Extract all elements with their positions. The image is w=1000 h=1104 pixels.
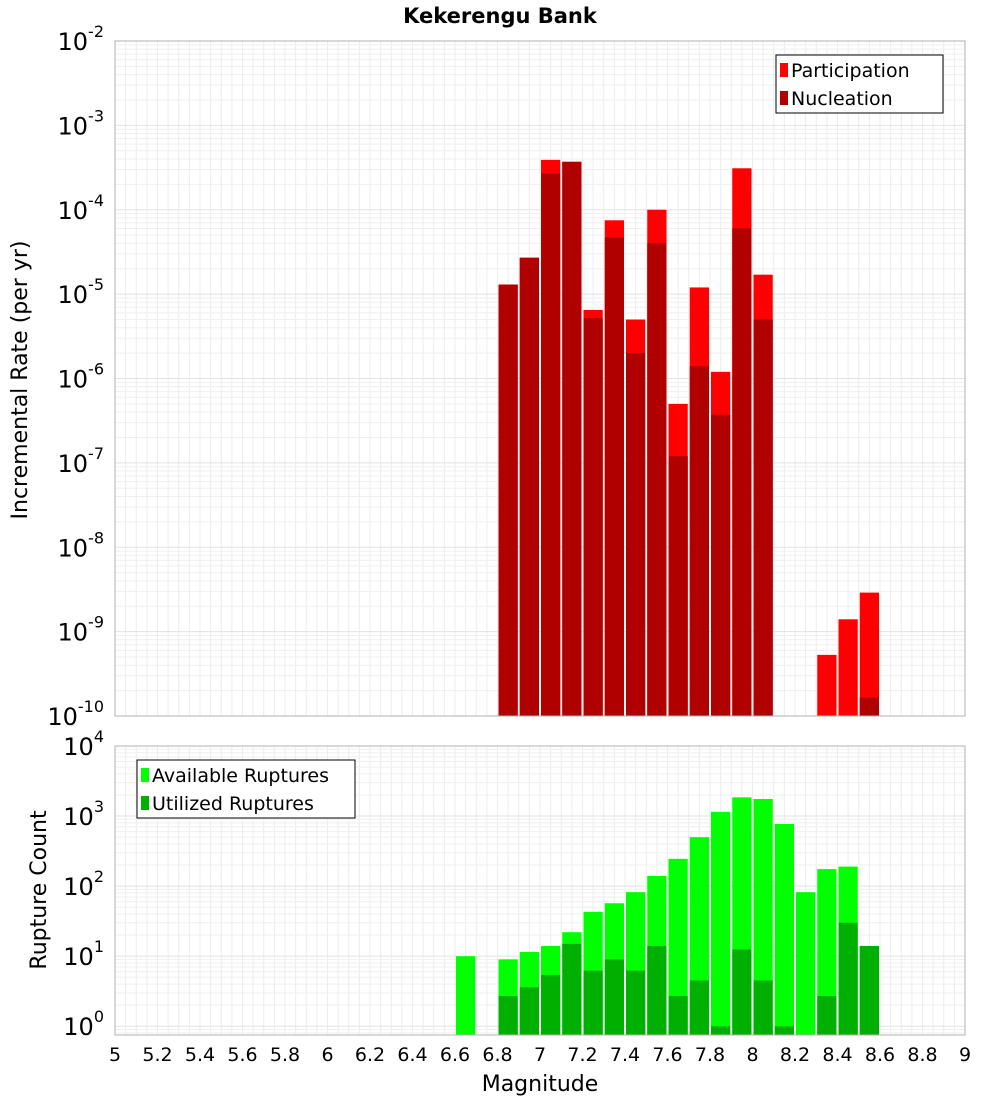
y-tick-label: 10-4 xyxy=(58,191,105,225)
rate-panel: 10-10 10-9 10-8 10-7 10-6 10-5 10-4 10-3 10-2 Par… xyxy=(47,22,966,731)
legend-swatch xyxy=(780,63,788,77)
x-tick-label: 7 xyxy=(534,1044,546,1066)
count-bar-primary xyxy=(796,892,816,1035)
x-tick-label: 8 xyxy=(746,1044,758,1066)
y-tick-label: 10-3 xyxy=(58,106,105,140)
count-bar-secondary xyxy=(838,922,858,1035)
count-panel: 100 101 102 103 104 Available Ruptures Utilize… xyxy=(63,727,971,1066)
x-tick-label: 8.6 xyxy=(865,1044,895,1066)
rate-bar-secondary xyxy=(562,161,582,716)
y-tick-label: 10-9 xyxy=(58,613,105,647)
x-tick-label: 7.6 xyxy=(652,1044,682,1066)
legend-label: Participation xyxy=(791,60,910,82)
rate-bar-secondary xyxy=(689,366,709,716)
count-bar-secondary xyxy=(583,970,603,1035)
count-bar-primary xyxy=(817,869,837,1035)
rate-bar-secondary xyxy=(647,243,667,717)
x-tick-label: 5.4 xyxy=(185,1044,215,1066)
count-bar-secondary xyxy=(541,974,561,1035)
y-tick-label: 103 xyxy=(63,797,104,831)
count-bar-primary xyxy=(456,956,476,1035)
legend-swatch xyxy=(141,768,149,782)
y-tick-label: 104 xyxy=(63,727,104,761)
x-tick-label: 7.8 xyxy=(695,1044,725,1066)
y-tick-label: 10-8 xyxy=(58,528,105,562)
legend-label: Utilized Ruptures xyxy=(152,793,314,815)
count-bar-primary xyxy=(753,799,773,1035)
rate-bar-secondary xyxy=(753,319,773,716)
y-tick-label: 10-7 xyxy=(58,444,105,478)
rate-bar-primary xyxy=(817,654,837,716)
legend-swatch xyxy=(141,796,149,810)
rate-bar-secondary xyxy=(711,414,731,716)
legend-box xyxy=(136,759,356,819)
x-tick-label: 5 xyxy=(109,1044,121,1066)
x-tick-label: 5.2 xyxy=(142,1044,172,1066)
rate-bar-secondary xyxy=(626,353,646,716)
rate-bar-secondary xyxy=(498,284,518,716)
legend-label: Available Ruptures xyxy=(152,765,329,787)
y-tick-label: 101 xyxy=(63,937,104,971)
y-tick-label: 10-6 xyxy=(58,360,105,394)
x-tick-label: 6.6 xyxy=(440,1044,470,1066)
chart-title: Kekerengu Bank xyxy=(403,4,598,28)
count-bar-secondary xyxy=(774,1026,794,1035)
legend-box xyxy=(775,54,944,114)
x-tick-label: 6 xyxy=(321,1044,333,1066)
count-bar-secondary xyxy=(817,996,837,1035)
x-tick-label: 9 xyxy=(959,1044,971,1066)
rate-bar-secondary xyxy=(732,228,752,716)
count-bar-secondary xyxy=(668,996,688,1035)
rate-bar-secondary xyxy=(668,456,688,716)
count-bar-secondary xyxy=(689,980,709,1035)
x-tick-label: 8.2 xyxy=(780,1044,810,1066)
count-bar-secondary xyxy=(711,1026,731,1035)
legend-swatch xyxy=(780,91,788,105)
x-axis-label: Magnitude xyxy=(482,1072,599,1097)
rate-bar-secondary xyxy=(859,697,879,716)
x-tick-label: 5.8 xyxy=(270,1044,300,1066)
rate-bar-primary xyxy=(859,592,879,716)
count-bar-secondary xyxy=(647,945,667,1035)
count-bar-secondary xyxy=(753,980,773,1035)
y-tick-label: 102 xyxy=(63,867,104,901)
count-bar-primary xyxy=(774,824,794,1035)
bottom-y-axis-label: Rupture Count xyxy=(27,810,52,970)
y-tick-label: 10-2 xyxy=(58,22,105,56)
count-bar-secondary xyxy=(519,987,539,1035)
rate-bar-secondary xyxy=(583,318,603,716)
count-bar-secondary xyxy=(626,970,646,1035)
x-tick-label: 5.6 xyxy=(227,1044,257,1066)
y-tick-label: 10-10 xyxy=(47,697,104,731)
rate-bar-primary xyxy=(838,619,858,716)
y-tick-label: 100 xyxy=(63,1007,104,1041)
rate-bar-secondary xyxy=(519,257,539,716)
plot-frame xyxy=(114,745,966,1036)
x-tick-label: 6.4 xyxy=(397,1044,427,1066)
rate-bar-secondary xyxy=(541,173,561,716)
x-tick-label: 7.2 xyxy=(567,1044,597,1066)
x-tick-label: 7.4 xyxy=(610,1044,640,1066)
y-tick-label: 10-5 xyxy=(58,275,105,309)
x-tick-label: 8.4 xyxy=(822,1044,852,1066)
count-bar-secondary xyxy=(562,943,582,1035)
top-y-axis-label: Incremental Rate (per yr) xyxy=(8,241,33,520)
count-bar-primary xyxy=(711,811,731,1035)
rate-bar-secondary xyxy=(604,237,624,716)
count-bar-secondary xyxy=(498,996,518,1035)
x-tick-label: 8.8 xyxy=(907,1044,937,1066)
legend-label: Nucleation xyxy=(791,88,893,110)
count-bar-secondary xyxy=(604,959,624,1035)
count-bar-secondary xyxy=(859,945,879,1035)
count-bar-primary xyxy=(668,858,688,1035)
x-tick-label: 6.8 xyxy=(482,1044,512,1066)
count-bar-secondary xyxy=(732,949,752,1035)
x-tick-label: 6.2 xyxy=(355,1044,385,1066)
plot-frame xyxy=(114,40,966,717)
